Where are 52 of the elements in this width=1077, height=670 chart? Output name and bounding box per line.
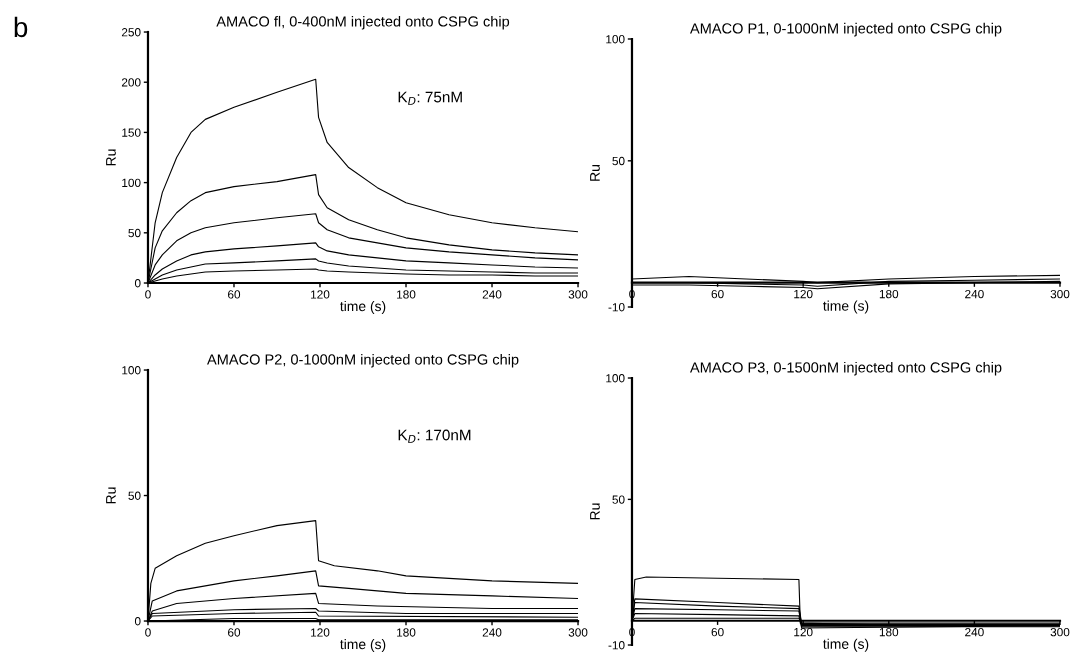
chart-title: AMACO P2, 0-1000nM injected onto CSPG chip [207, 353, 519, 368]
chart-title: AMACO fl, 0-400nM injected onto CSPG chip [216, 15, 510, 30]
y-tick-label: 100 [122, 366, 141, 375]
chart-title: AMACO P3, 0-1500nM injected onto CSPG chip [689, 361, 1002, 376]
x-tick-label: 180 [879, 627, 899, 637]
y-tick-label: 100 [122, 178, 141, 188]
y-tick-label: 200 [121, 78, 141, 87]
y-tick-label: 50 [612, 495, 625, 504]
y-axis-title: Ru [590, 503, 600, 520]
y-tick-label: 100 [606, 35, 625, 44]
x-tick-label: 60 [711, 627, 724, 637]
text: b [14, 16, 28, 38]
x-tick-label: 240 [482, 290, 502, 299]
y-axis-title: Ru [106, 487, 116, 504]
annotation: K$_{D}$: 75nM [398, 91, 462, 105]
x-tick-label: 240 [482, 628, 502, 637]
x-tick-label: 120 [311, 628, 330, 637]
y-tick-label: -10 [608, 303, 625, 312]
x-tick-label: 300 [568, 628, 588, 637]
x-tick-label: 120 [311, 290, 330, 299]
x-tick-label: 300 [568, 290, 588, 299]
chart-title: AMACO P1, 0-1000nM injected onto CSPG chip [689, 22, 1002, 37]
x-tick-label: 300 [1050, 627, 1070, 637]
annotation: K$_{D}$: 170nM [398, 429, 471, 443]
x-tick-label: 60 [228, 628, 241, 637]
x-axis-title: time (s) [823, 300, 869, 314]
x-tick-label: 240 [965, 627, 984, 637]
x-tick-label: 120 [794, 627, 813, 637]
y-tick-label: 50 [612, 156, 625, 166]
x-tick-label: 60 [228, 290, 241, 299]
y-tick-label: 50 [128, 228, 141, 238]
y-axis-title: Ru [106, 149, 116, 166]
x-axis-title: time (s) [340, 638, 386, 652]
y-axis-title: Ru [590, 165, 600, 181]
x-tick-label: 0 [145, 290, 151, 299]
y-tick-label: 100 [606, 374, 625, 383]
x-tick-label: 240 [965, 289, 984, 299]
x-axis-title: time (s) [340, 300, 386, 314]
x-axis-title: time (s) [823, 638, 869, 652]
x-tick-label: 180 [397, 628, 416, 637]
y-tick-label: 150 [122, 128, 141, 137]
x-tick-label: 120 [794, 289, 813, 299]
y-tick-label: 50 [128, 491, 141, 500]
y-tick-label: 250 [121, 28, 141, 37]
x-tick-label: 300 [1050, 289, 1070, 299]
x-tick-label: 180 [397, 290, 416, 299]
x-tick-label: 180 [879, 289, 899, 299]
y-tick-label: -10 [608, 641, 625, 650]
x-tick-label: 60 [711, 289, 724, 299]
x-tick-label: 0 [145, 628, 151, 637]
y-tick-label: 0 [134, 617, 141, 626]
y-tick-label: 0 [134, 279, 141, 288]
